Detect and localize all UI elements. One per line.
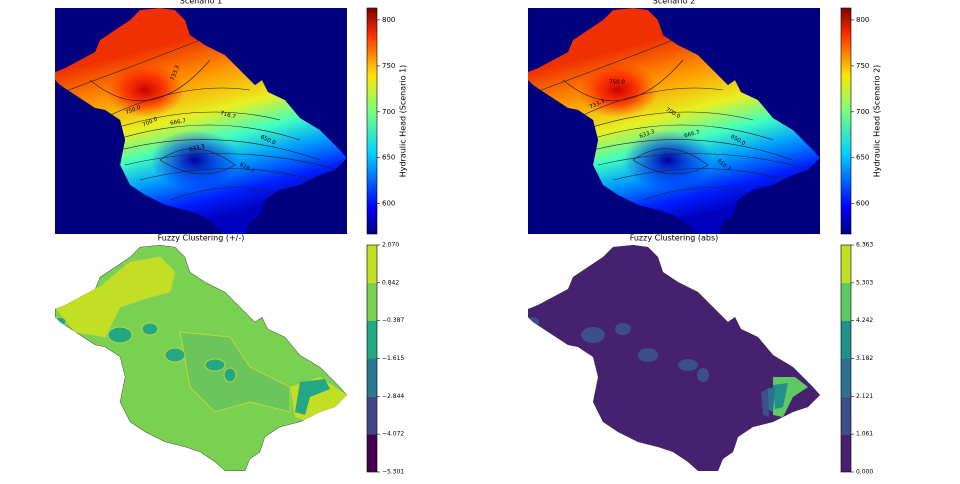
contour-line [632,148,709,175]
contour-label: 716.7 [219,111,236,121]
colorbar [366,7,378,235]
colorbar-tick-label: 6.363 [856,242,873,249]
contour-label: 750.0 [125,105,142,116]
contour-line [587,124,774,141]
colorbar-band [841,396,851,435]
colorbar-label: Hydraulic Head (Scenario 1) [399,65,408,178]
colorbar-tick-label: −4.072 [382,431,404,438]
colorbar-tick-label: 1.061 [856,431,873,438]
cluster-zone [295,379,330,415]
contour-label: 750.0 [609,80,625,86]
low-zone [623,130,713,190]
cluster-field [528,245,820,471]
contour-line [99,87,251,121]
contour-line [592,139,794,161]
colorbar-band [367,434,377,472]
map [528,8,820,234]
colorbar-band [367,320,377,359]
contour-line [124,153,341,171]
contour-line [109,111,281,131]
head-field [55,8,347,234]
colorbar-band [841,282,851,321]
cluster-blob [164,347,186,363]
map [528,245,820,471]
contour-line [572,87,724,121]
colorbar-tick-label: 2.121 [856,393,873,400]
head-field [528,8,820,234]
colorbar-tick-label: 0.000 [856,469,873,476]
colorbar-band [841,434,851,472]
cluster-blob [581,327,605,343]
contour-line [159,148,236,175]
contour-line [55,39,201,96]
panel-title: Scenario 2 [653,0,695,6]
cluster-blob [223,367,237,383]
contour-line [582,111,754,131]
cluster-blob [678,359,698,371]
cluster-blob [107,326,133,344]
cluster-zone [773,383,788,409]
colorbar-tick-label: −0.387 [382,317,404,324]
contour-line [597,153,814,171]
contour-label: 666.7 [170,118,187,127]
colorbar-tick-label: 4.242 [856,317,873,324]
colorbar-tick-label: 3.182 [856,355,873,362]
colorbar-tick-label: 750 [382,62,395,70]
colorbar-tick-label: −2.844 [382,393,404,400]
high-zone [578,62,658,118]
colorbar-tick-label: 2.070 [382,242,399,249]
colorbar-tick-label: 0.842 [382,279,399,286]
contour-label: 733.3 [170,64,181,81]
cluster-blob [204,358,226,372]
colorbar-tick-label: −1.615 [382,355,404,362]
contour-line [119,139,321,161]
contour-line [528,39,674,96]
colorbar-band [367,245,377,283]
cluster-blob [528,317,539,327]
cluster-blob [615,323,631,335]
colorbar-tick-label: 5.303 [856,279,873,286]
cluster-blob [55,316,67,328]
colorbar-band [367,358,377,397]
panel-title: Fuzzy Clustering (abs) [630,234,719,243]
contour-label: 633.3 [189,143,206,153]
cluster-blob [141,322,159,336]
colorbar-tick-label: 700 [382,108,395,116]
contour-label: 666.7 [684,129,701,139]
cluster-blob [638,348,658,362]
colorbar-tick-label: 600 [856,200,869,208]
high-zone [105,62,185,118]
colorbar-tick-label: 800 [382,16,395,24]
colorbar-tick-label: 750 [856,62,869,70]
contour-line [114,124,301,141]
low-zone [150,130,240,190]
colorbar-band [841,320,851,359]
colorbar [840,7,852,235]
colorbar-tick-label: 700 [856,108,869,116]
colorbar-tick-label: 650 [856,154,869,162]
panel-title: Fuzzy Clustering (+/-) [158,234,245,243]
map [55,8,347,234]
colorbar-tick-label: 650 [382,154,395,162]
map [55,245,347,471]
colorbar-label: Hydraulic Head (Scenario 2) [873,65,882,178]
colorbar-band [367,282,377,321]
colorbar-tick-label: 600 [382,200,395,208]
contour-line [139,168,331,186]
colorbar-band [367,396,377,435]
panel-title: Scenario 1 [180,0,222,6]
colorbar-tick-label: 800 [856,16,869,24]
colorbar-band [841,358,851,397]
contour-label: 633.3 [639,129,656,140]
cluster-zone [55,256,176,338]
contour-line [612,168,804,186]
colorbar-tick-label: −5.301 [382,469,404,476]
colorbar-band [841,245,851,283]
cluster-blob [697,368,709,382]
cluster-zone [761,389,769,417]
